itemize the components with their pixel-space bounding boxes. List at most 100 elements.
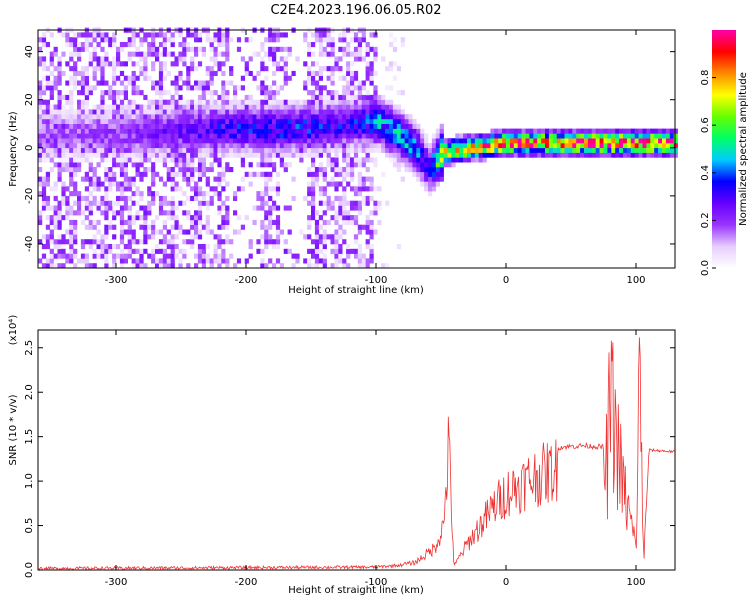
- spectrogram-cell: [350, 104, 355, 110]
- spectrogram-cell: [428, 157, 433, 163]
- spectrogram-cell: [346, 147, 351, 153]
- spectrogram-cell: [467, 157, 472, 163]
- spectrogram-cell: [314, 133, 320, 139]
- spectrogram-cell: [77, 200, 82, 206]
- spectrogram-cell: [537, 143, 542, 149]
- spectrogram-cell: [186, 152, 191, 158]
- spectrogram-cell: [225, 239, 230, 245]
- spectrogram-cell: [513, 152, 518, 158]
- spectrogram-cell: [69, 167, 74, 173]
- spectrogram-cell: [584, 152, 589, 158]
- spectrogram-cell: [256, 152, 261, 158]
- spectrogram-cell: [318, 118, 323, 124]
- spectrogram-cell: [431, 162, 437, 168]
- spectrogram-cell: [369, 128, 374, 134]
- spectrogram-cell: [318, 128, 323, 134]
- spectrogram-cell: [545, 133, 550, 139]
- spectrogram-cell: [560, 128, 565, 134]
- spectrogram-cell: [268, 152, 273, 158]
- spectrogram-cell: [494, 133, 499, 139]
- spectrogram-cell: [474, 147, 479, 153]
- spectrogram-cell: [322, 147, 327, 153]
- spectrogram-cell: [599, 152, 604, 158]
- spectrogram-cell: [162, 234, 167, 240]
- spectrogram-cell: [190, 186, 195, 192]
- spectrogram-cell: [365, 215, 370, 221]
- spectrogram-cell: [127, 51, 132, 57]
- spectrogram-cell: [186, 118, 191, 124]
- spectrogram-cell: [197, 147, 203, 153]
- spectrogram-cell: [342, 109, 347, 115]
- spectrogram-cell: [389, 85, 394, 91]
- spectrogram-cell: [322, 32, 327, 38]
- spectrogram-cell: [135, 138, 140, 144]
- spectrogram-cell: [73, 248, 78, 254]
- spectrogram-cell: [326, 123, 331, 129]
- spectrogram-cell: [217, 162, 222, 168]
- spectrogram-cell: [49, 85, 54, 91]
- spectrogram-cell: [357, 205, 362, 211]
- spectrogram-cell: [104, 167, 109, 173]
- spectrogram-cell: [564, 128, 569, 134]
- spectrogram-cell: [646, 138, 651, 144]
- spectrogram-cell: [100, 195, 105, 201]
- spectrogram-cell: [424, 143, 429, 149]
- spectrogram-cell: [279, 104, 284, 110]
- spectrogram-cell: [158, 42, 164, 48]
- spectrogram-cell: [260, 61, 265, 67]
- spectrogram-cell: [392, 61, 398, 67]
- spectrogram-cell: [357, 128, 362, 134]
- spectrogram-cell: [272, 94, 277, 100]
- spectrogram-cell: [69, 152, 74, 158]
- spectrogram-cell: [283, 70, 288, 76]
- colorbar-tick-label: 0.6: [700, 117, 711, 133]
- spectrogram-cell: [182, 128, 187, 134]
- spectrogram-cell: [170, 215, 175, 221]
- spectrogram-cell: [353, 133, 359, 139]
- spectrogram-cell: [353, 32, 359, 38]
- spectrogram-cell: [322, 37, 327, 43]
- spectrogram-cell: [350, 248, 355, 254]
- spectrogram-cell: [474, 157, 479, 163]
- spectrogram-cell: [268, 258, 273, 264]
- spectrogram-cell: [490, 128, 495, 134]
- spectrogram-cell: [307, 248, 312, 254]
- spectrogram-cell: [474, 143, 479, 149]
- spectrogram-cell: [459, 138, 464, 144]
- spectrogram-cell: [256, 138, 261, 144]
- spectrogram-cell: [229, 37, 234, 43]
- spectrogram-cell: [116, 133, 121, 139]
- spectrogram-cell: [201, 195, 206, 201]
- spectrogram-cell: [556, 143, 561, 149]
- spectrogram-cell: [108, 186, 113, 192]
- spectrogram-cell: [299, 114, 304, 120]
- spectrogram-cell: [143, 205, 148, 211]
- spectrogram-cell: [233, 152, 238, 158]
- spectrogram-cell: [322, 99, 327, 105]
- spectrogram-cell: [57, 205, 62, 211]
- spectrogram-cell: [439, 133, 444, 139]
- spectrogram-cell: [197, 138, 203, 144]
- spectrogram-cell: [197, 215, 203, 221]
- spectrogram-cell: [127, 248, 132, 254]
- snr-x-tick-label: -200: [235, 577, 258, 588]
- spectrogram-cell: [490, 147, 495, 153]
- spectrogram-cell: [236, 104, 242, 110]
- spectrogram-cell: [123, 128, 128, 134]
- spectrogram-cell: [580, 143, 585, 149]
- spectrogram-cell: [307, 263, 312, 269]
- spectrogram-cell: [194, 229, 199, 235]
- spectrogram-cell: [92, 143, 97, 149]
- spectrogram-cell: [361, 128, 366, 134]
- spectrogram-cell: [158, 70, 164, 76]
- spectrogram-cell: [377, 118, 382, 124]
- spectrogram-cell: [283, 205, 288, 211]
- spectrogram-cell: [322, 253, 327, 259]
- spectrogram-cell: [311, 123, 316, 129]
- spectrogram-cell: [112, 104, 117, 110]
- spectrogram-cell: [166, 157, 171, 163]
- spectrogram-cell: [197, 46, 203, 52]
- spectrogram-cell: [221, 253, 226, 259]
- spectrogram-cell: [80, 99, 86, 105]
- spectrogram-cell: [69, 42, 74, 48]
